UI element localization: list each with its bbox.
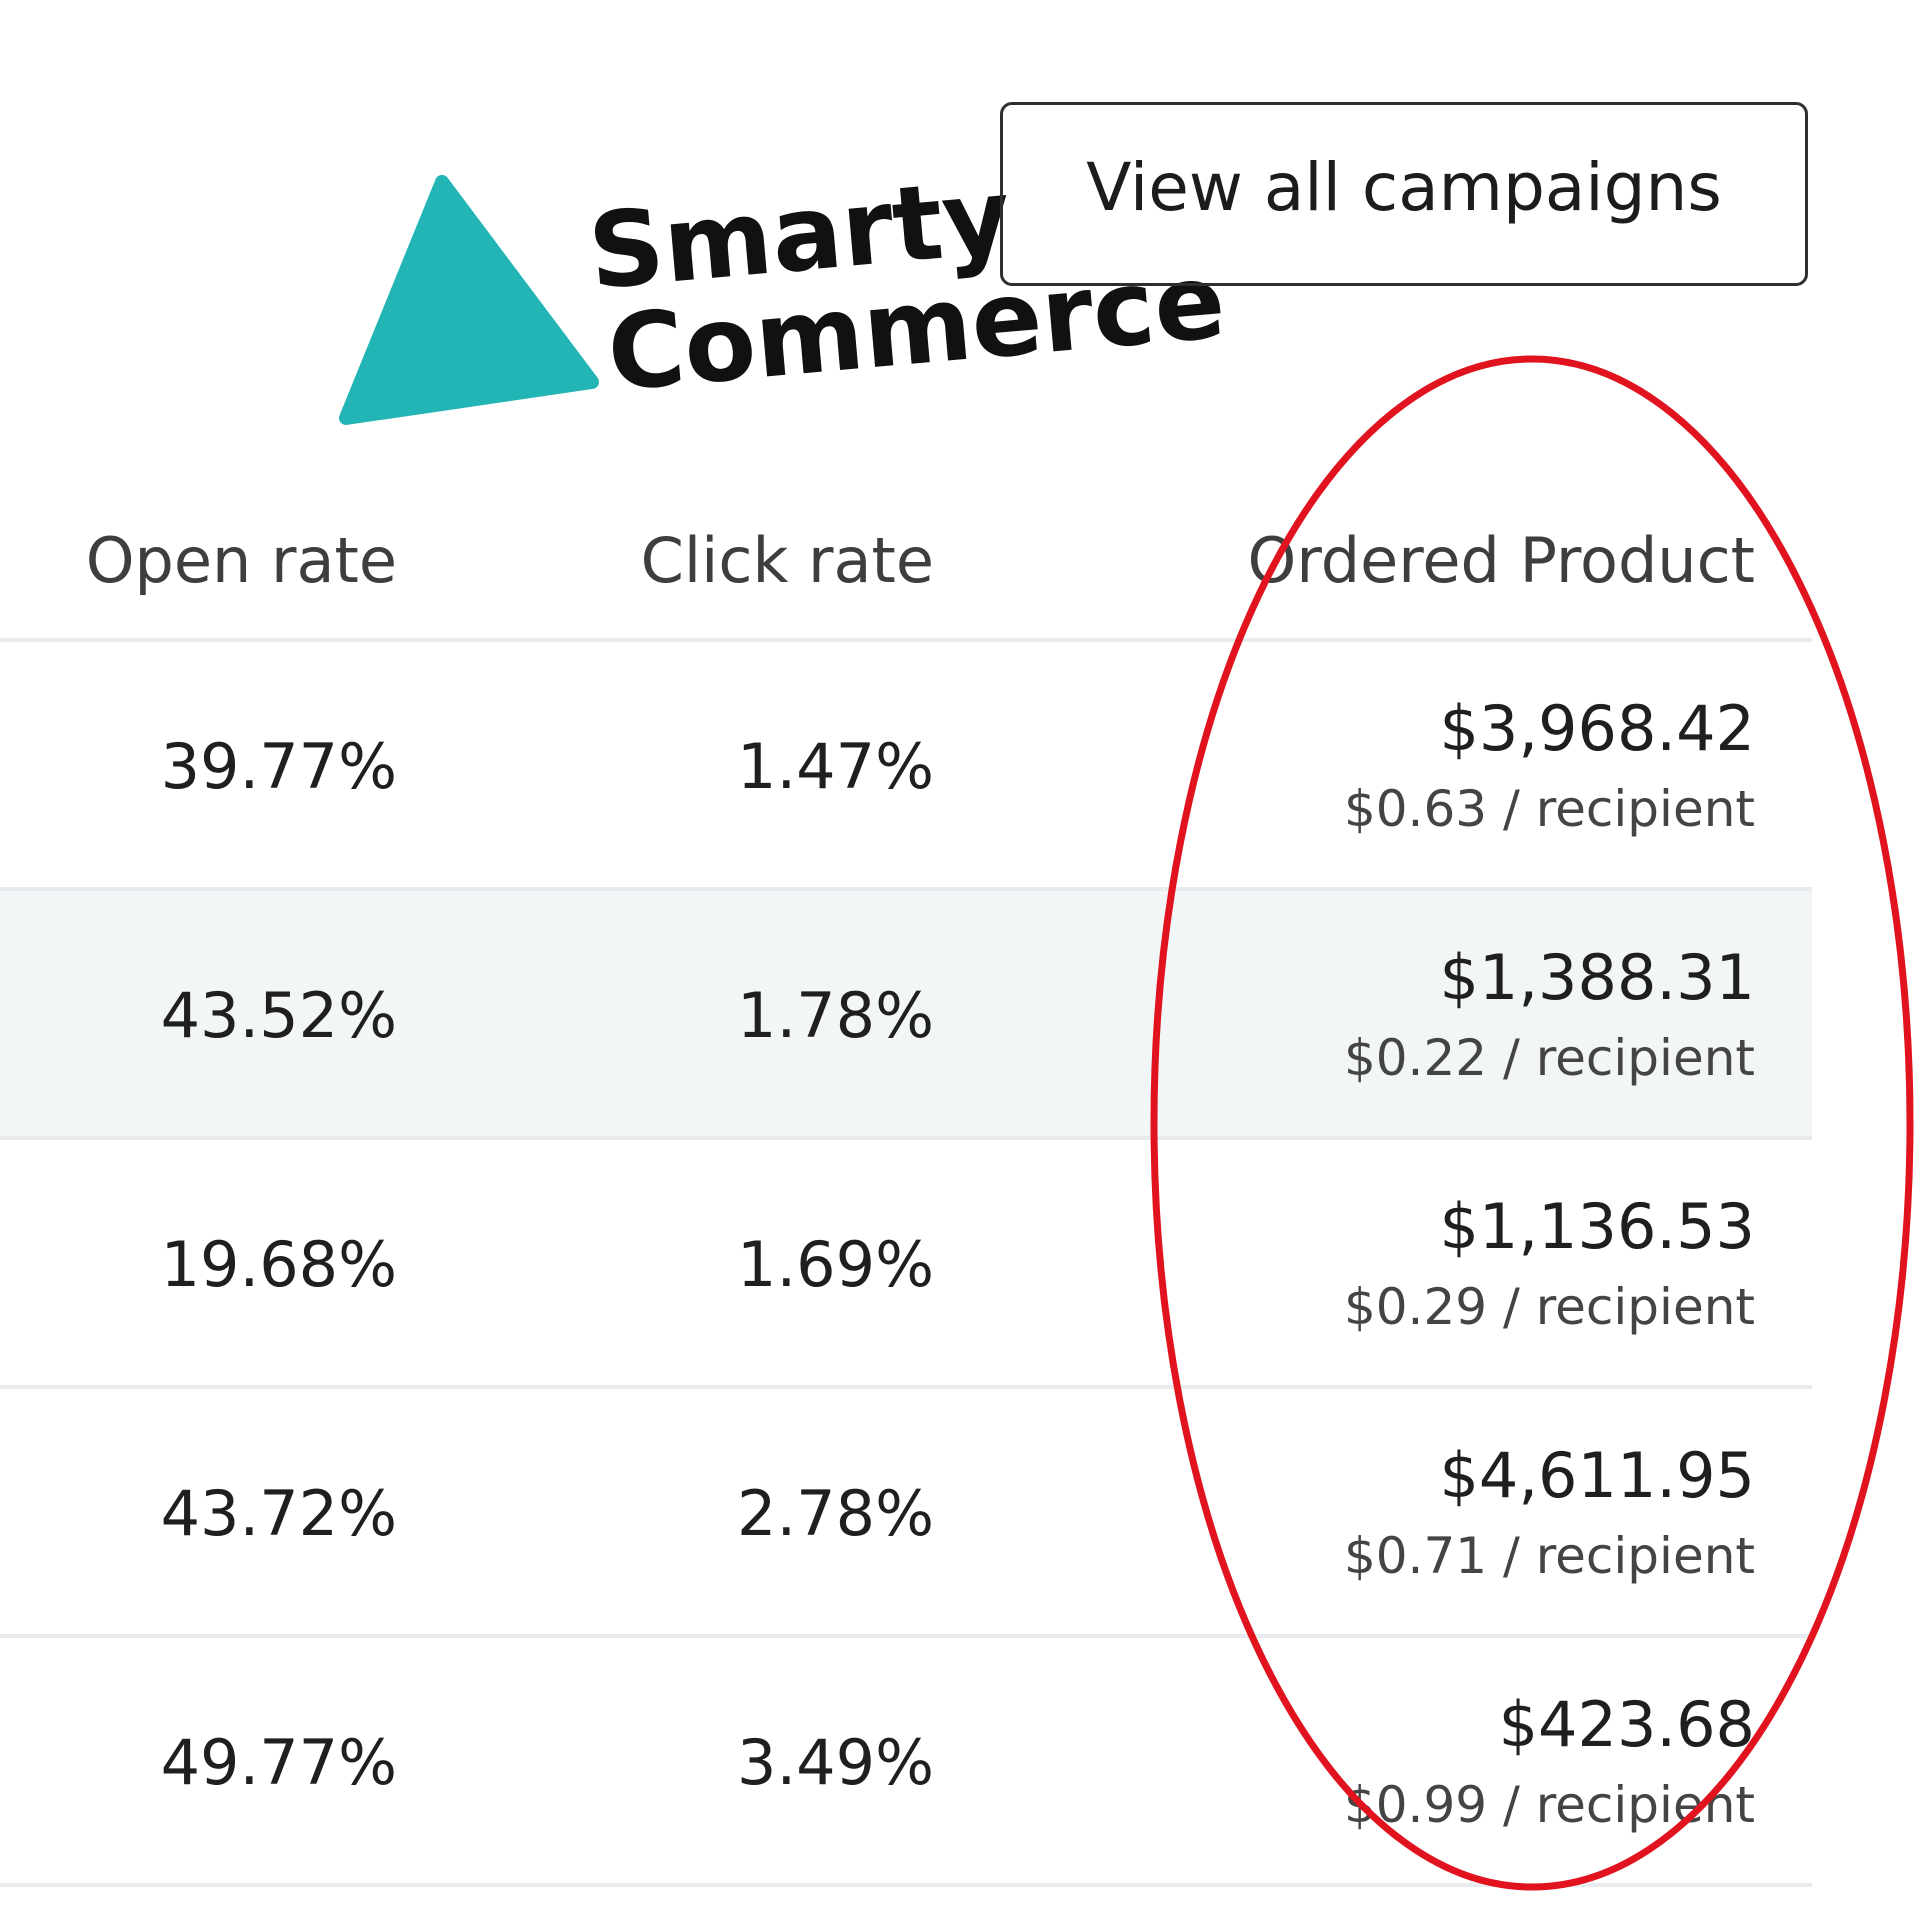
- click-rate-value: 3.49%: [737, 1726, 934, 1799]
- smarty-commerce-logo: Smarty Commerce: [330, 170, 1280, 430]
- header-open-rate: Open rate: [85, 524, 397, 597]
- logo-triangle-icon: [339, 175, 599, 425]
- open-rate-value: 43.52%: [160, 979, 397, 1052]
- click-rate-value: 1.69%: [737, 1228, 934, 1301]
- ordered-product-value: $1,136.53: [1439, 1190, 1755, 1263]
- header-ordered-product: Ordered Product: [1247, 524, 1755, 597]
- per-recipient-value: $0.71 / recipient: [1343, 1527, 1755, 1585]
- campaign-table: Open rate Click rate Ordered Product 39.…: [0, 500, 1812, 1887]
- ordered-product-value: $1,388.31: [1439, 941, 1755, 1014]
- view-all-campaigns-button[interactable]: View all campaigns: [1000, 102, 1808, 286]
- click-rate-value: 2.78%: [737, 1477, 934, 1550]
- per-recipient-value: $0.29 / recipient: [1343, 1278, 1755, 1336]
- ordered-product-value: $4,611.95: [1439, 1439, 1755, 1512]
- table-header-row: Open rate Click rate Ordered Product: [0, 500, 1812, 642]
- open-rate-value: 49.77%: [160, 1726, 397, 1799]
- open-rate-value: 43.72%: [160, 1477, 397, 1550]
- table-row[interactable]: 19.68% 1.69% $1,136.53 $0.29 / recipient: [0, 1140, 1812, 1389]
- open-rate-value: 39.77%: [160, 730, 397, 803]
- per-recipient-value: $0.99 / recipient: [1343, 1776, 1755, 1834]
- per-recipient-value: $0.63 / recipient: [1343, 780, 1755, 838]
- header-click-rate: Click rate: [640, 524, 934, 597]
- ordered-product-value: $3,968.42: [1439, 692, 1755, 765]
- table-row[interactable]: 43.72% 2.78% $4,611.95 $0.71 / recipient: [0, 1389, 1812, 1638]
- ordered-product-value: $423.68: [1498, 1688, 1755, 1761]
- open-rate-value: 19.68%: [160, 1228, 397, 1301]
- table-row[interactable]: 43.52% 1.78% $1,388.31 $0.22 / recipient: [0, 891, 1812, 1140]
- per-recipient-value: $0.22 / recipient: [1343, 1029, 1755, 1087]
- table-row[interactable]: 49.77% 3.49% $423.68 $0.99 / recipient: [0, 1638, 1812, 1887]
- table-row[interactable]: 39.77% 1.47% $3,968.42 $0.63 / recipient: [0, 642, 1812, 891]
- click-rate-value: 1.47%: [737, 730, 934, 803]
- click-rate-value: 1.78%: [737, 979, 934, 1052]
